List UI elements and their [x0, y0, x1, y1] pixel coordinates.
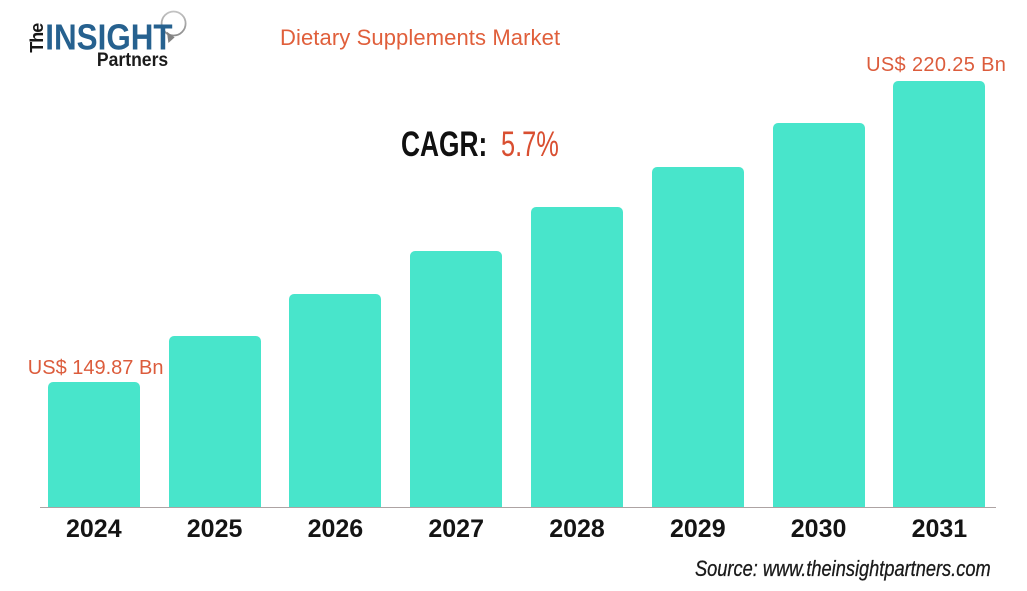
svg-text:INSIGHT: INSIGHT [45, 16, 172, 57]
svg-text:The: The [27, 23, 47, 53]
svg-text:Partners: Partners [97, 50, 168, 71]
